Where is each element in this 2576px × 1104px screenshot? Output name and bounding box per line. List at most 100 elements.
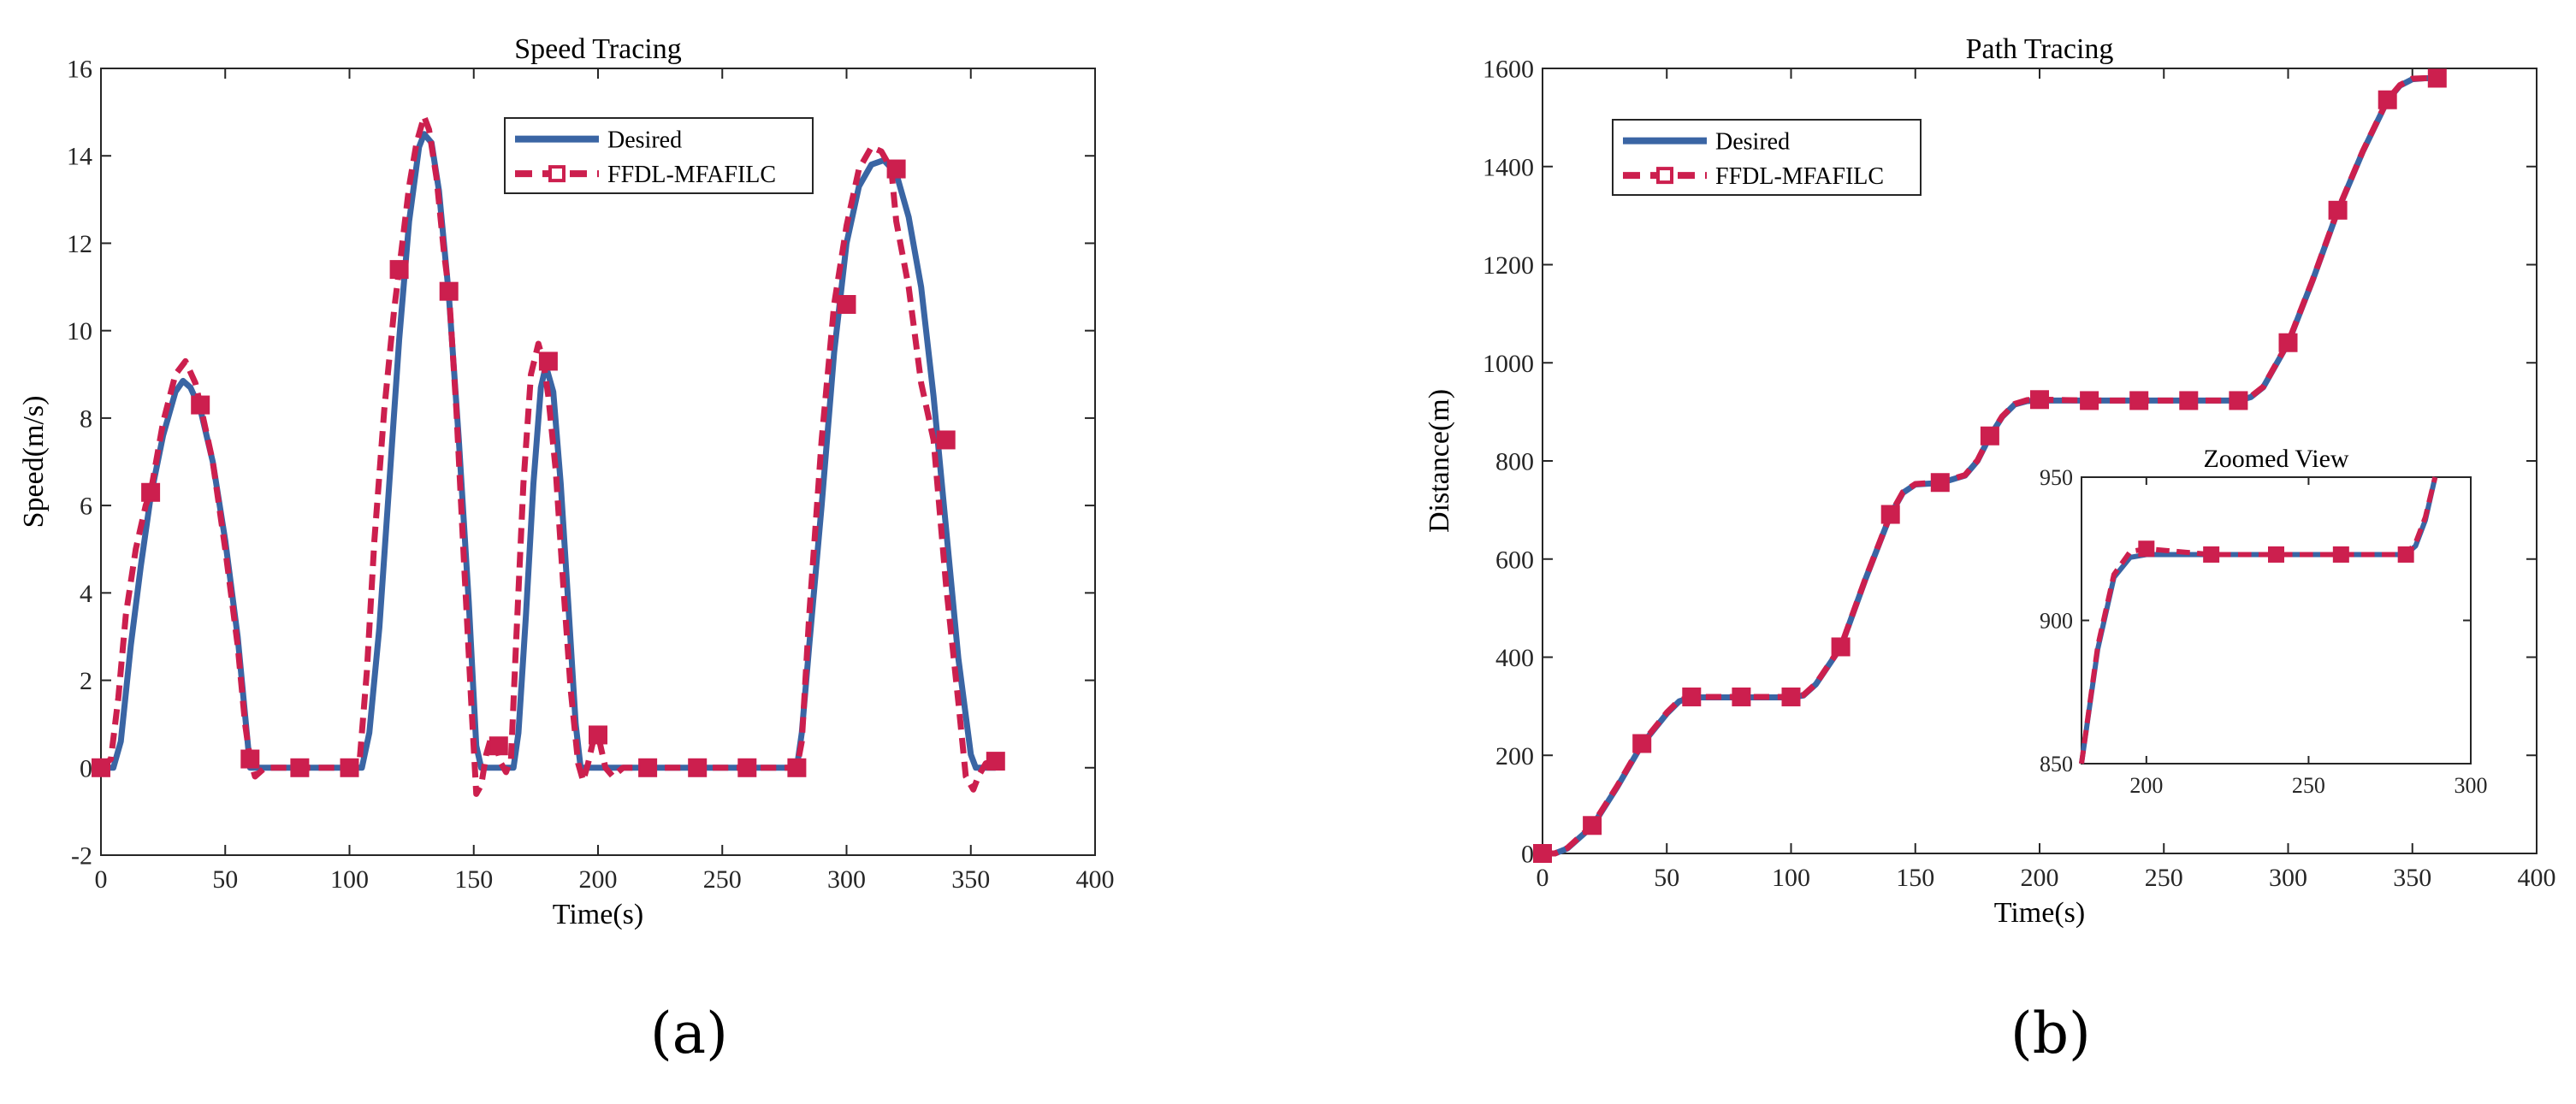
x-tick-label: 200 [579, 865, 618, 894]
legend-label: Desired [1715, 128, 1790, 155]
data-marker [92, 758, 110, 777]
data-marker [1831, 637, 1851, 657]
y-tick-label: 8 [80, 404, 92, 433]
inset-y-tick-label: 950 [2040, 465, 2073, 490]
y-tick-label: 2 [80, 667, 92, 695]
inset-x-tick-label: 200 [2129, 773, 2163, 798]
data-marker [1880, 505, 1900, 524]
y-axis-label: Speed(m/s) [18, 396, 50, 528]
inset-x-tick-label: 250 [2292, 773, 2325, 798]
y-tick-label: 200 [1495, 742, 1534, 770]
data-marker [886, 159, 906, 179]
inset-chart-title: Zoomed View [2203, 445, 2348, 473]
data-marker [1930, 473, 1950, 493]
data-marker [2278, 333, 2298, 352]
data-marker [787, 758, 807, 777]
data-marker [2229, 391, 2248, 410]
data-marker [688, 758, 708, 777]
path-tracing-chart: 0 50 100 150 200 250 300 350 400 0 200 400 600 800 100… [1424, 33, 2556, 929]
legend-label: FFDL-MFAFILC [607, 162, 776, 188]
chart-title: Path Tracing [1966, 33, 2114, 65]
y-tick-label: -2 [71, 842, 92, 871]
x-tick-label: 100 [330, 865, 369, 894]
y-tick-label: 10 [67, 317, 92, 345]
x-tick-label: 0 [95, 865, 108, 894]
legend-marker [1656, 167, 1673, 185]
data-marker [589, 725, 607, 745]
speed-tracing-chart: 0 50 100 150 200 250 300 350 400-20246810121416S… [18, 33, 1115, 930]
x-tick-label: 150 [1896, 864, 1934, 892]
inset-x-tick-label: 300 [2455, 773, 2488, 798]
data-marker [1781, 687, 1801, 706]
data-marker [1682, 687, 1702, 706]
data-marker [1732, 687, 1751, 706]
x-tick-label: 400 [2518, 864, 2556, 892]
x-tick-label: 150 [454, 865, 493, 894]
data-marker [2030, 390, 2049, 410]
data-marker [1632, 734, 1652, 753]
panel-label-b: (b) [2010, 1001, 2091, 1066]
data-marker [638, 758, 658, 777]
x-tick-label: 0 [1537, 864, 1549, 892]
y-axis-label: Distance(m) [1424, 389, 1455, 533]
y-tick-label: 14 [67, 143, 92, 171]
plot-frame [100, 68, 1096, 856]
data-marker [489, 736, 508, 756]
data-marker [240, 749, 260, 769]
legend-label: Desired [607, 127, 682, 153]
y-tick-label: 4 [80, 580, 92, 608]
y-tick-label: 16 [67, 56, 92, 84]
x-tick-label: 350 [951, 865, 990, 894]
data-marker [936, 430, 956, 450]
x-tick-label: 100 [1772, 864, 1810, 892]
y-tick-label: 400 [1495, 644, 1534, 672]
data-marker [2129, 391, 2149, 410]
series-line-ffdl-mfafilc [1543, 75, 2437, 857]
inset-data-marker [2268, 546, 2284, 563]
y-tick-label: 600 [1495, 546, 1534, 574]
inset-plot-frame [2081, 476, 2472, 765]
data-marker [191, 395, 210, 415]
data-marker [538, 351, 558, 371]
data-marker [1533, 844, 1552, 863]
x-tick-label: 250 [2145, 864, 2183, 892]
x-axis-label: Time(s) [553, 899, 643, 930]
y-tick-label: 12 [67, 230, 92, 258]
data-marker [389, 260, 409, 280]
data-marker [2179, 391, 2199, 410]
zoomed-view-inset: 200 250 300 850 900 950 Zoomed View [2040, 445, 2488, 798]
x-tick-label: 350 [2393, 864, 2431, 892]
data-marker [837, 295, 856, 314]
legend-label: FFDL-MFAFILC [1715, 163, 1884, 190]
inset-data-marker [2332, 546, 2349, 563]
y-tick-label: 6 [80, 493, 92, 521]
data-marker [2427, 68, 2447, 88]
data-marker [2328, 200, 2348, 220]
data-marker [986, 752, 1005, 771]
inset-data-marker [2397, 546, 2414, 563]
data-marker [290, 758, 310, 777]
data-marker [340, 758, 359, 777]
inset-data-marker [2203, 546, 2220, 563]
data-marker [141, 482, 161, 502]
panel-label-a: (a) [650, 1001, 728, 1066]
y-tick-label: 0 [1521, 841, 1534, 869]
x-tick-label: 50 [1654, 864, 1679, 892]
x-tick-label: 400 [1076, 865, 1115, 894]
data-marker [1980, 426, 1999, 446]
data-marker [2378, 90, 2397, 109]
x-tick-label: 250 [703, 865, 742, 894]
data-marker [1583, 816, 1602, 835]
y-tick-label: 800 [1495, 448, 1534, 476]
inset-data-marker [2138, 540, 2155, 558]
y-tick-label: 1200 [1483, 251, 1534, 280]
x-tick-label: 300 [827, 865, 866, 894]
x-axis-label: Time(s) [1994, 897, 2085, 929]
x-tick-label: 300 [2269, 864, 2307, 892]
inset-series-line-ffdl-mfafilc [2079, 476, 2438, 765]
y-tick-label: 0 [80, 754, 92, 782]
legend-marker [548, 165, 566, 183]
y-tick-label: 1600 [1483, 56, 1534, 84]
y-tick-label: 1000 [1483, 350, 1534, 378]
